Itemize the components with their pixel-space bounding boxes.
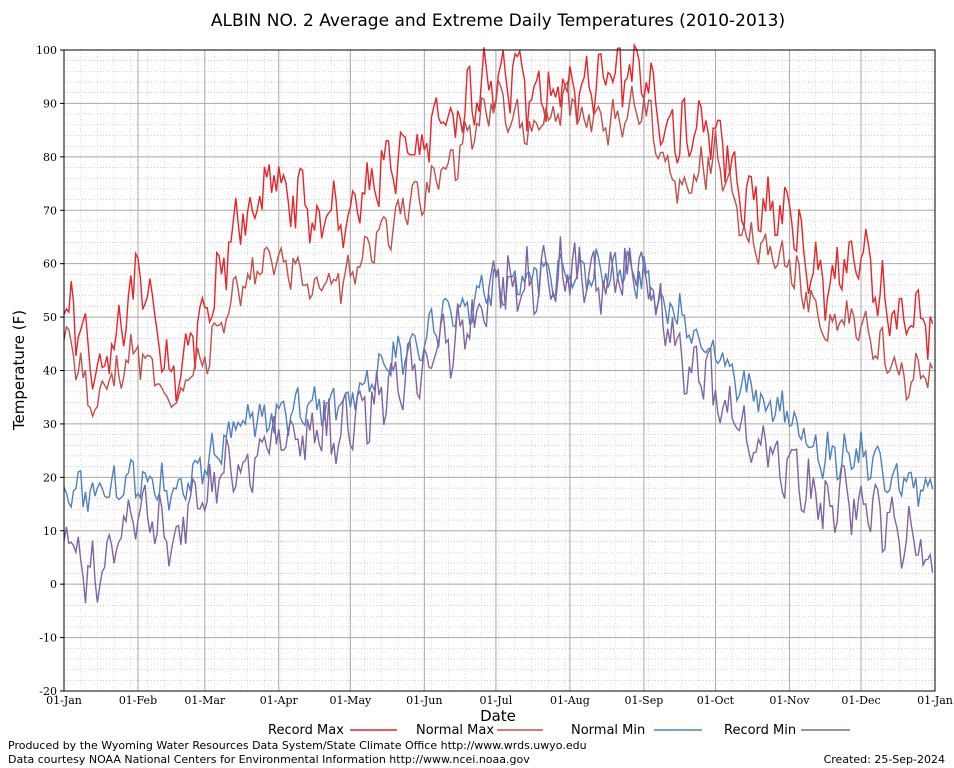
legend-label-record-max: Record Max bbox=[268, 723, 344, 738]
footer-produced-by: Produced by the Wyoming Water Resources … bbox=[8, 739, 587, 752]
x-tick-label: 01-Jul bbox=[480, 694, 513, 707]
footer-created-date: Created: 25-Sep-2024 bbox=[824, 753, 945, 766]
y-tick-label: 90 bbox=[43, 97, 57, 110]
y-tick-label: 60 bbox=[43, 258, 57, 271]
y-tick-labels: -20 -10 0 10 20 30 40 50 60 70 80 90 100 bbox=[36, 44, 64, 698]
y-tick-label: 100 bbox=[36, 44, 57, 57]
legend-label-normal-max: Normal Max bbox=[416, 723, 494, 738]
y-tick-label: -10 bbox=[39, 632, 57, 645]
x-axis-label: Date bbox=[480, 707, 516, 725]
legend-label-record-min: Record Min bbox=[724, 723, 796, 738]
series-line-record-max bbox=[63, 42, 934, 402]
x-tick-label: 01-Mar bbox=[184, 694, 226, 707]
x-tick-label: 01-May bbox=[329, 694, 372, 707]
y-tick-label: 70 bbox=[43, 204, 57, 217]
y-tick-label: 80 bbox=[43, 151, 57, 164]
x-tick-label: 01-Dec bbox=[841, 694, 880, 707]
y-tick-label: 50 bbox=[43, 311, 57, 324]
legend: Record Max Normal Max Normal Min Record Min bbox=[268, 723, 850, 738]
y-axis-label: Temperature (F) bbox=[10, 310, 28, 431]
x-tick-label: 01-Nov bbox=[769, 694, 810, 707]
x-tick-label: 01-Jan bbox=[46, 694, 82, 707]
x-tick-label: 01-Oct bbox=[697, 694, 735, 707]
x-tick-label: 01-Sep bbox=[624, 694, 663, 707]
y-tick-label: 0 bbox=[50, 578, 57, 591]
chart-title: ALBIN NO. 2 Average and Extreme Daily Te… bbox=[211, 11, 785, 31]
x-tick-label: 01-Jun bbox=[406, 694, 442, 707]
x-tick-label: 01-Apr bbox=[260, 694, 299, 707]
x-tick-labels: 01-Jan 01-Feb 01-Mar 01-Apr 01-May 01-Jun 01-J… bbox=[46, 694, 953, 707]
x-tick-label: 01-Jan bbox=[917, 694, 953, 707]
y-tick-label: 30 bbox=[43, 418, 57, 431]
x-tick-label: 01-Aug bbox=[550, 694, 590, 707]
y-tick-label: 20 bbox=[43, 471, 57, 484]
y-tick-label: 10 bbox=[43, 525, 57, 538]
legend-label-normal-min: Normal Min bbox=[571, 723, 645, 738]
y-tick-label: 40 bbox=[43, 365, 57, 378]
grid bbox=[63, 49, 936, 692]
series-line-record-min bbox=[63, 236, 934, 604]
x-tick-label: 01-Feb bbox=[119, 694, 157, 707]
footer-data-courtesy: Data courtesy NOAA National Centers for … bbox=[8, 753, 530, 766]
y-tick-label: -20 bbox=[39, 685, 57, 698]
series-line-normal-max bbox=[63, 79, 934, 419]
series-lines bbox=[63, 42, 934, 604]
